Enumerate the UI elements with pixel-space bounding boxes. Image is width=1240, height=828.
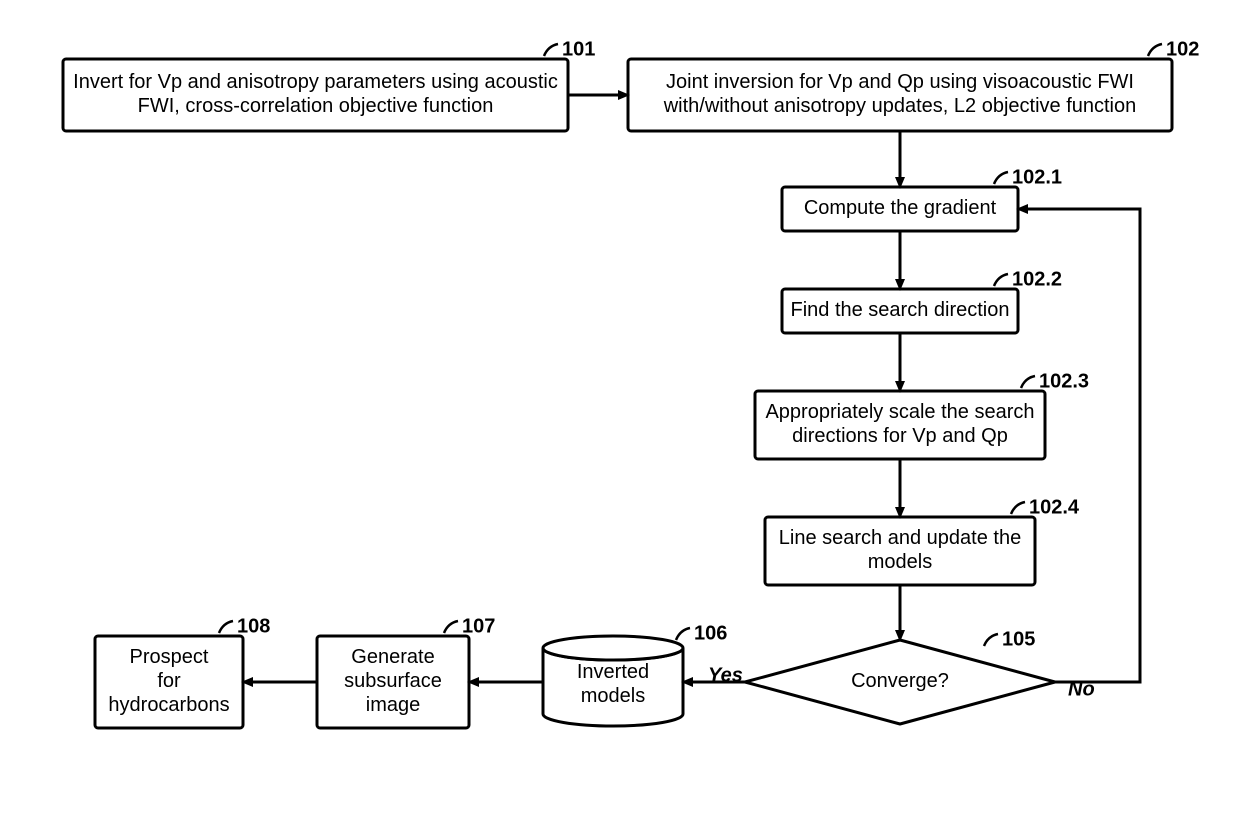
svg-text:107: 107 (462, 615, 495, 637)
svg-text:105: 105 (1002, 628, 1035, 650)
svg-text:Compute the gradient: Compute the gradient (804, 197, 997, 219)
svg-text:106: 106 (694, 622, 727, 644)
svg-text:Find the search direction: Find the search direction (790, 299, 1009, 321)
svg-text:Converge?: Converge? (851, 670, 949, 692)
svg-text:102: 102 (1166, 38, 1199, 60)
svg-text:102.3: 102.3 (1039, 370, 1089, 392)
svg-text:102.4: 102.4 (1029, 496, 1080, 518)
svg-text:101: 101 (562, 38, 595, 60)
svg-text:No: No (1068, 678, 1095, 700)
svg-text:102.1: 102.1 (1012, 166, 1062, 188)
svg-text:Yes: Yes (708, 664, 743, 686)
svg-text:108: 108 (237, 615, 270, 637)
svg-text:102.2: 102.2 (1012, 268, 1062, 290)
